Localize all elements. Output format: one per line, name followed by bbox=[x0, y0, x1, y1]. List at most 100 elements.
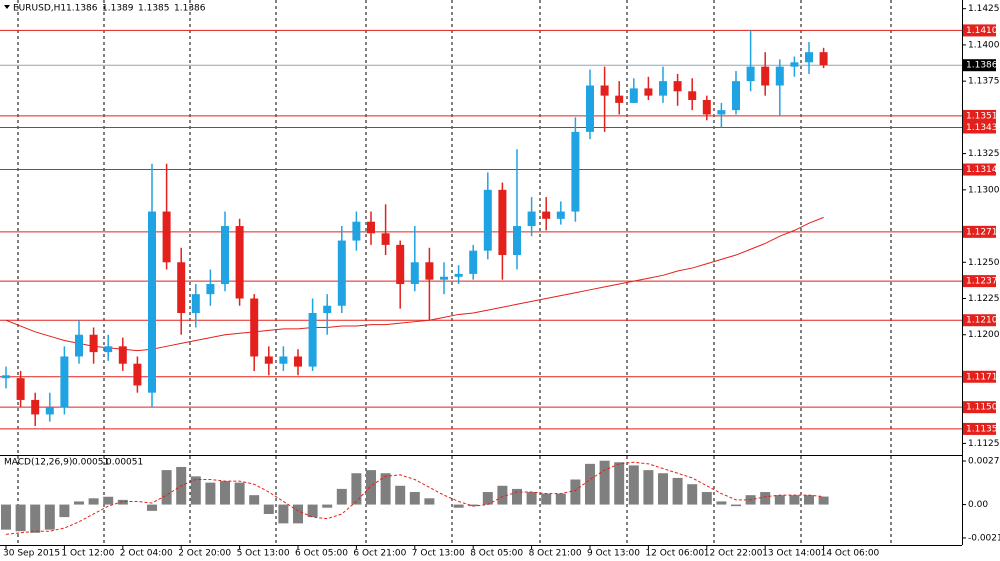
candle-body bbox=[542, 211, 551, 219]
macd-bar bbox=[672, 477, 683, 505]
candle-body bbox=[250, 298, 259, 357]
x-tick-label: 8 Oct 21:00 bbox=[529, 549, 582, 559]
macd-bar bbox=[526, 492, 537, 505]
candle-body bbox=[746, 66, 755, 82]
macd-bar bbox=[585, 463, 595, 505]
y-tick-label: -0.00213 bbox=[968, 533, 1000, 543]
level-tag bbox=[963, 422, 996, 435]
level-label: 1.1135 bbox=[966, 424, 998, 434]
menu-arrow[interactable] bbox=[4, 5, 10, 9]
macd-bar bbox=[263, 504, 274, 514]
y-tick-label: 1.1250 bbox=[968, 258, 1000, 268]
header-value: 0.00051 bbox=[106, 458, 143, 468]
candle-body bbox=[89, 334, 98, 353]
level-label: 1.1171 bbox=[966, 372, 998, 382]
level-tag bbox=[963, 225, 996, 238]
y-tick-label: 1.1325 bbox=[968, 149, 1000, 159]
x-tick-label: 1 Oct 12:00 bbox=[61, 549, 114, 559]
candle-body bbox=[162, 211, 171, 263]
level-tag bbox=[963, 24, 996, 37]
candle-body bbox=[410, 262, 419, 285]
macd-bar bbox=[395, 485, 406, 505]
candle-body bbox=[279, 356, 288, 364]
candle-body bbox=[586, 85, 594, 132]
candle-body bbox=[2, 375, 10, 379]
candle-body bbox=[367, 221, 375, 234]
candle-body bbox=[104, 346, 113, 353]
candle-body bbox=[75, 334, 83, 357]
candle-body bbox=[790, 62, 799, 67]
candle-body bbox=[45, 407, 54, 415]
candle-body bbox=[425, 262, 434, 280]
y-tick-label: 1.1375 bbox=[968, 77, 1000, 87]
candle-body bbox=[191, 294, 200, 313]
macd-bar bbox=[44, 504, 55, 530]
candle-body bbox=[454, 273, 463, 277]
macd-title: MACD(12,26,9) bbox=[4, 458, 72, 468]
macd-bar bbox=[570, 479, 581, 505]
x-tick-label: 12 Oct 22:00 bbox=[704, 549, 763, 559]
candle-body bbox=[352, 221, 361, 241]
candle-body bbox=[688, 91, 697, 100]
macd-bar bbox=[687, 484, 698, 505]
macd-bar bbox=[322, 504, 333, 508]
candle-body bbox=[673, 81, 682, 92]
candle-body bbox=[732, 81, 740, 111]
macd-bar bbox=[1, 504, 11, 530]
x-tick-label: 12 Oct 06:00 bbox=[645, 549, 704, 559]
macd-bar bbox=[716, 501, 727, 505]
macd-bar bbox=[512, 488, 522, 505]
candle-body bbox=[571, 131, 580, 212]
candle-body bbox=[819, 52, 828, 66]
y-tick-label: 1.1200 bbox=[968, 330, 1000, 340]
macd-bar bbox=[147, 504, 157, 511]
level-label: 1.1410 bbox=[966, 26, 998, 36]
level-label: 1.1351 bbox=[966, 111, 998, 121]
candle-body bbox=[264, 356, 273, 364]
header-value: 1.1385 bbox=[138, 4, 170, 14]
candle-body bbox=[381, 233, 390, 245]
macd-bar bbox=[424, 498, 435, 505]
macd-bar bbox=[643, 470, 654, 505]
macd-bar bbox=[205, 482, 216, 505]
level-label: 1.1314 bbox=[966, 165, 998, 175]
candle-body bbox=[221, 226, 229, 285]
y-tick-label: 1.1425 bbox=[968, 4, 1000, 14]
level-label: 1.1210 bbox=[966, 316, 998, 326]
macd-bar bbox=[628, 465, 639, 505]
level-tag bbox=[963, 401, 996, 414]
header-value: 1.1386 bbox=[66, 4, 98, 14]
macd-bar bbox=[614, 462, 625, 505]
candle-body bbox=[31, 399, 40, 415]
macd-bar bbox=[453, 504, 464, 508]
candle-body bbox=[148, 211, 156, 393]
candle-body bbox=[615, 95, 624, 103]
candle-body bbox=[761, 66, 770, 86]
level-tag bbox=[963, 121, 996, 134]
macd-bar bbox=[468, 504, 479, 507]
candle-body bbox=[483, 189, 492, 251]
y-tick-label: 0.00 bbox=[968, 500, 988, 510]
x-tick-label: 8 Oct 05:00 bbox=[470, 549, 523, 559]
x-tick-label: 7 Oct 13:00 bbox=[412, 549, 465, 559]
day-separators bbox=[17, 0, 892, 545]
macd-bar bbox=[599, 460, 610, 505]
macd-bar bbox=[380, 473, 391, 505]
candle-body bbox=[396, 244, 405, 285]
moving-average bbox=[5, 216, 824, 352]
level-label: 1.1343 bbox=[966, 123, 998, 133]
macd-bar bbox=[541, 493, 552, 505]
candle-body bbox=[133, 363, 142, 386]
x-tick-label: 5 Oct 13:00 bbox=[237, 549, 290, 559]
candle-body bbox=[177, 262, 186, 313]
macd-bar bbox=[760, 492, 771, 505]
candle-body bbox=[556, 211, 565, 219]
header-value: 1.1389 bbox=[102, 4, 134, 14]
x-tick-label: 2 Oct 20:00 bbox=[178, 549, 231, 559]
candle-body bbox=[235, 226, 244, 299]
level-tag bbox=[963, 275, 996, 288]
macd-bar bbox=[336, 488, 347, 505]
x-tick-label: 9 Oct 13:00 bbox=[587, 549, 640, 559]
